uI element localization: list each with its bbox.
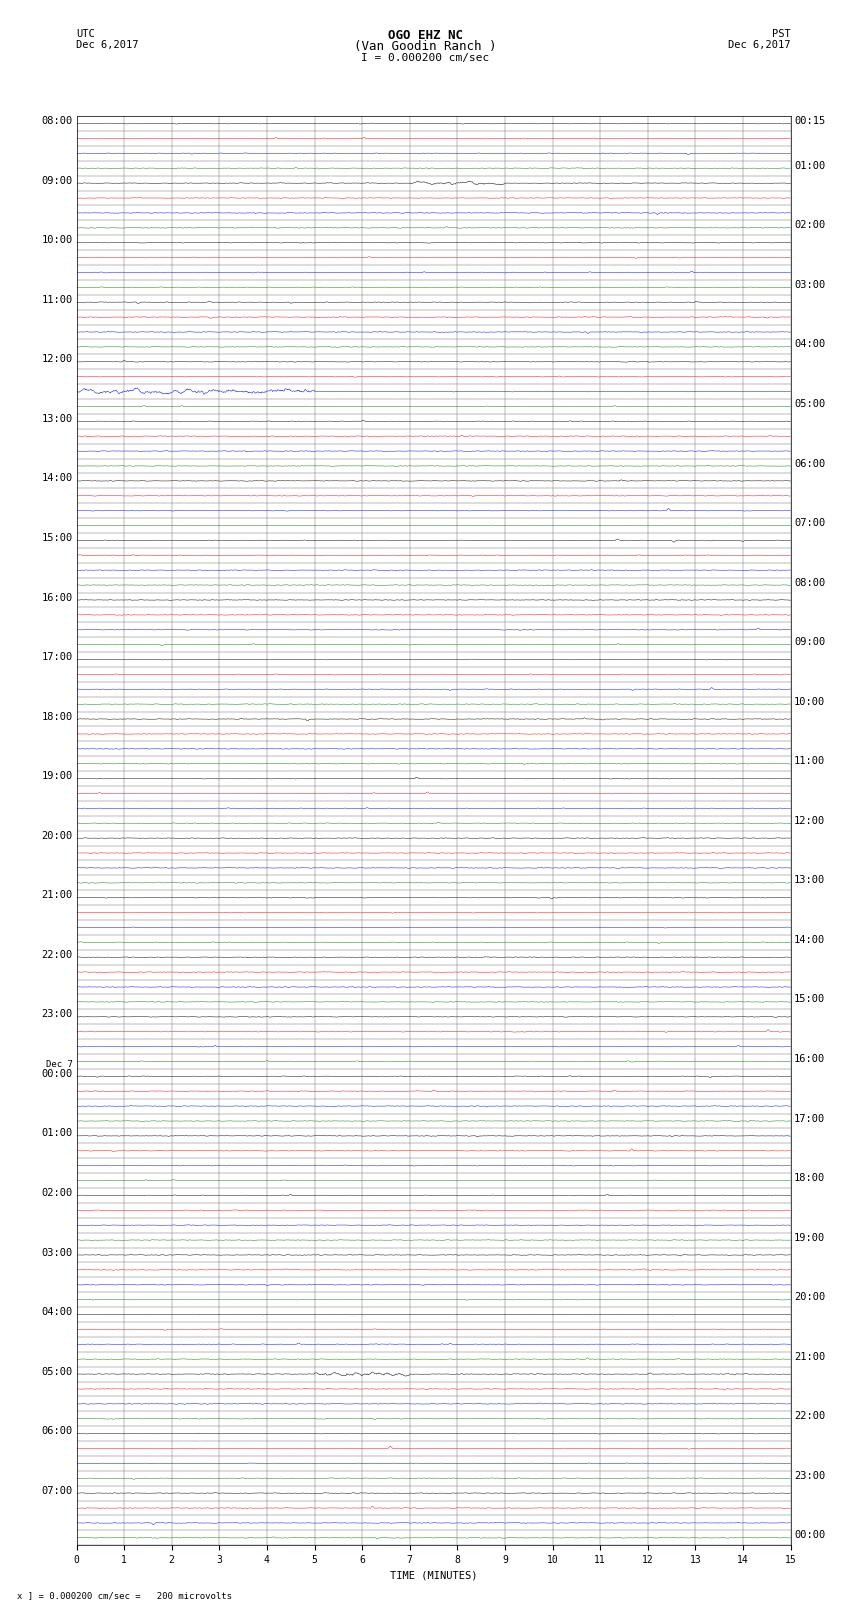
Text: 09:00: 09:00 [794,637,825,647]
Text: 16:00: 16:00 [794,1053,825,1065]
Text: 06:00: 06:00 [42,1426,73,1436]
Text: 00:00: 00:00 [794,1531,825,1540]
Text: 21:00: 21:00 [794,1352,825,1361]
Text: OGO EHZ NC: OGO EHZ NC [388,29,462,42]
Text: 03:00: 03:00 [794,281,825,290]
Text: 19:00: 19:00 [42,771,73,781]
Text: 15:00: 15:00 [42,532,73,544]
Text: 10:00: 10:00 [42,235,73,245]
Text: 17:00: 17:00 [794,1113,825,1124]
Text: 16:00: 16:00 [42,592,73,603]
Text: 06:00: 06:00 [794,458,825,468]
Text: 04:00: 04:00 [794,339,825,350]
Text: I = 0.000200 cm/sec: I = 0.000200 cm/sec [361,53,489,63]
Text: PST: PST [772,29,791,39]
Text: 08:00: 08:00 [42,116,73,126]
Text: 21:00: 21:00 [42,890,73,900]
Text: 12:00: 12:00 [42,355,73,365]
Text: 10:00: 10:00 [794,697,825,706]
Text: 20:00: 20:00 [42,831,73,840]
Text: 11:00: 11:00 [794,756,825,766]
Text: 22:00: 22:00 [794,1411,825,1421]
Text: 05:00: 05:00 [42,1366,73,1376]
Text: 07:00: 07:00 [794,518,825,527]
Text: 20:00: 20:00 [794,1292,825,1302]
Text: 01:00: 01:00 [794,161,825,171]
Text: 11:00: 11:00 [42,295,73,305]
Text: UTC: UTC [76,29,95,39]
Text: 23:00: 23:00 [794,1471,825,1481]
Text: 03:00: 03:00 [42,1247,73,1258]
Text: 05:00: 05:00 [794,398,825,410]
Text: 18:00: 18:00 [42,711,73,721]
Text: 14:00: 14:00 [42,474,73,484]
Text: Dec 6,2017: Dec 6,2017 [728,40,791,50]
Text: Dec 6,2017: Dec 6,2017 [76,40,139,50]
Text: (Van Goodin Ranch ): (Van Goodin Ranch ) [354,40,496,53]
Text: 08:00: 08:00 [794,577,825,587]
Text: 02:00: 02:00 [42,1187,73,1198]
Text: 14:00: 14:00 [794,936,825,945]
Text: 12:00: 12:00 [794,816,825,826]
Text: 09:00: 09:00 [42,176,73,185]
Text: 15:00: 15:00 [794,995,825,1005]
Text: 22:00: 22:00 [42,950,73,960]
Text: 23:00: 23:00 [42,1010,73,1019]
Text: 07:00: 07:00 [42,1486,73,1495]
Text: 18:00: 18:00 [794,1173,825,1182]
Text: 13:00: 13:00 [794,876,825,886]
Text: x ] = 0.000200 cm/sec =   200 microvolts: x ] = 0.000200 cm/sec = 200 microvolts [17,1590,232,1600]
Text: 13:00: 13:00 [42,415,73,424]
Text: 19:00: 19:00 [794,1232,825,1242]
Text: Dec 7: Dec 7 [46,1060,73,1069]
X-axis label: TIME (MINUTES): TIME (MINUTES) [390,1571,477,1581]
Text: 00:15: 00:15 [794,116,825,126]
Text: 17:00: 17:00 [42,652,73,661]
Text: 00:00: 00:00 [42,1069,73,1079]
Text: 02:00: 02:00 [794,221,825,231]
Text: 01:00: 01:00 [42,1129,73,1139]
Text: 04:00: 04:00 [42,1307,73,1318]
